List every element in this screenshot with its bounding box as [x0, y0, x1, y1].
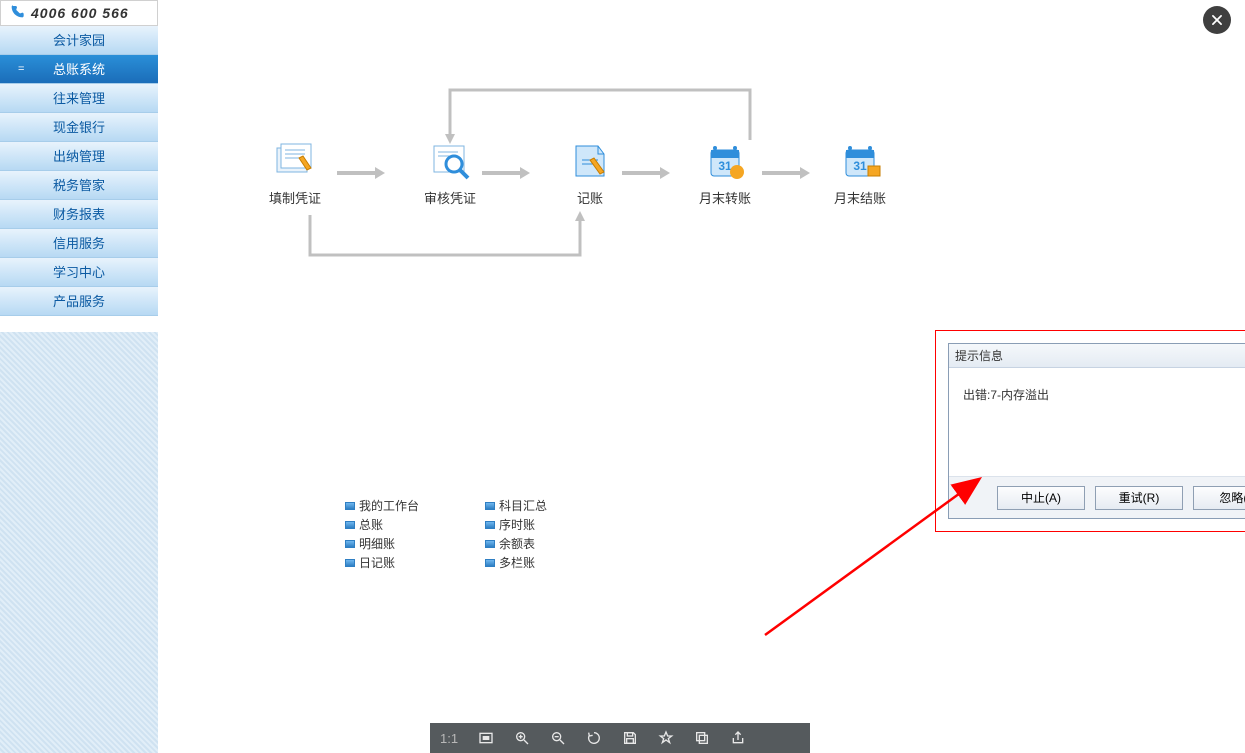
link-label: 序时账 — [499, 516, 535, 533]
sidebar-item-8[interactable]: 学习中心 — [0, 258, 158, 287]
link-label: 日记账 — [359, 554, 395, 571]
sidebar-item-6[interactable]: 财务报表 — [0, 200, 158, 229]
dialog-title-text: 提示信息 — [955, 347, 1003, 364]
link-label: 我的工作台 — [359, 497, 419, 514]
error-dialog: 提示信息 出错:7-内存溢出 中止(A) 重试(R) 忽略(I) — [948, 343, 1245, 519]
link-label: 总账 — [359, 516, 383, 533]
close-icon — [1210, 13, 1224, 27]
dialog-body: 出错:7-内存溢出 — [949, 368, 1245, 476]
bullet-icon — [345, 502, 355, 510]
viewer-toolbar: 1:1 — [430, 723, 810, 753]
link-label: 余额表 — [499, 535, 535, 552]
links-col-2: 科目汇总序时账余额表多栏账 — [485, 495, 625, 573]
bullet-icon — [345, 559, 355, 567]
copy-icon[interactable] — [684, 723, 720, 753]
sidebar-item-7[interactable]: 信用服务 — [0, 229, 158, 258]
toolbar-icons — [468, 723, 756, 753]
workflow-diagram: 填制凭证审核凭证记账31月末转账31月末结账 — [190, 60, 1090, 280]
quick-link[interactable]: 我的工作台 — [345, 497, 485, 514]
quick-link[interactable]: 科目汇总 — [485, 497, 625, 514]
link-label: 科目汇总 — [499, 497, 547, 514]
bullet-icon — [485, 540, 495, 548]
zoom-ratio: 1:1 — [430, 731, 468, 746]
link-label: 明细账 — [359, 535, 395, 552]
quick-link[interactable]: 余额表 — [485, 535, 625, 552]
sidebar-item-4[interactable]: 出纳管理 — [0, 142, 158, 171]
quick-link[interactable]: 总账 — [345, 516, 485, 533]
close-button[interactable] — [1203, 6, 1231, 34]
share-icon[interactable] — [720, 723, 756, 753]
quick-link[interactable]: 日记账 — [345, 554, 485, 571]
quick-links: 我的工作台总账明细账日记账 科目汇总序时账余额表多栏账 — [345, 495, 945, 573]
zoom-in-icon[interactable] — [504, 723, 540, 753]
sidebar-item-9[interactable]: 产品服务 — [0, 287, 158, 316]
quick-link[interactable]: 序时账 — [485, 516, 625, 533]
bullet-icon — [485, 559, 495, 567]
dialog-message: 出错:7-内存溢出 — [963, 388, 1049, 402]
save-icon[interactable] — [612, 723, 648, 753]
sidebar-texture — [0, 332, 158, 753]
sidebar-item-5[interactable]: 税务管家 — [0, 171, 158, 200]
sidebar-nav: 会计家园总账系统往来管理现金银行出纳管理税务管家财务报表信用服务学习中心产品服务 — [0, 26, 158, 316]
dialog-titlebar: 提示信息 — [949, 344, 1245, 368]
retry-button[interactable]: 重试(R) — [1095, 486, 1183, 510]
sidebar-item-0[interactable]: 会计家园 — [0, 26, 158, 55]
link-label: 多栏账 — [499, 554, 535, 571]
fit-screen-icon[interactable] — [468, 723, 504, 753]
main-area: 填制凭证审核凭证记账31月末转账31月末结账 我的工作台总账明细账日记账 科目汇… — [160, 0, 1245, 725]
dialog-highlight: 提示信息 出错:7-内存溢出 中止(A) 重试(R) 忽略(I) — [935, 330, 1245, 532]
bullet-icon — [485, 502, 495, 510]
star-icon[interactable] — [648, 723, 684, 753]
sidebar-item-1[interactable]: 总账系统 — [0, 55, 158, 84]
links-col-1: 我的工作台总账明细账日记账 — [345, 495, 485, 573]
bullet-icon — [485, 521, 495, 529]
sidebar-item-2[interactable]: 往来管理 — [0, 84, 158, 113]
rotate-icon[interactable] — [576, 723, 612, 753]
phone-number: 4006 600 566 — [31, 5, 129, 21]
abort-button[interactable]: 中止(A) — [997, 486, 1085, 510]
zoom-out-icon[interactable] — [540, 723, 576, 753]
phone-bar: 4006 600 566 — [0, 0, 158, 26]
sidebar: 4006 600 566 会计家园总账系统往来管理现金银行出纳管理税务管家财务报… — [0, 0, 158, 753]
bullet-icon — [345, 540, 355, 548]
dialog-buttons: 中止(A) 重试(R) 忽略(I) — [949, 476, 1245, 518]
quick-link[interactable]: 多栏账 — [485, 554, 625, 571]
quick-link[interactable]: 明细账 — [345, 535, 485, 552]
sidebar-item-3[interactable]: 现金银行 — [0, 113, 158, 142]
bullet-icon — [345, 521, 355, 529]
ignore-button[interactable]: 忽略(I) — [1193, 486, 1245, 510]
phone-icon — [9, 4, 25, 23]
